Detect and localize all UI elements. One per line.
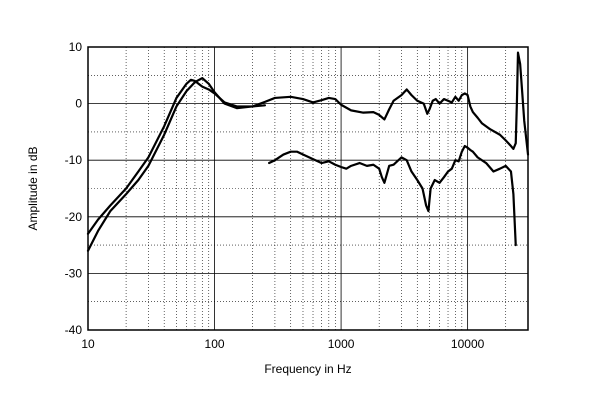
y-tick-label: -30 xyxy=(65,266,83,280)
x-tick-label: 100 xyxy=(205,337,225,351)
series-line-3 xyxy=(268,144,517,247)
series-line-2 xyxy=(86,77,266,252)
y-tick-label: 0 xyxy=(75,97,82,111)
y-tick-label: -10 xyxy=(65,153,83,167)
plot-frame xyxy=(87,46,529,331)
x-tick-label: 10000 xyxy=(451,337,485,351)
y-tick-label: -20 xyxy=(65,210,83,224)
grid xyxy=(87,46,529,331)
series-group xyxy=(86,51,530,252)
x-tick-labels: 10 100 1000 10000 xyxy=(81,337,484,351)
y-tick-labels: 10 0 -10 -20 -30 -40 xyxy=(65,40,83,337)
y-tick-label: -40 xyxy=(65,323,83,337)
x-tick-label: 1000 xyxy=(328,337,355,351)
x-axis-label: Frequency in Hz xyxy=(264,362,351,376)
y-tick-label: 10 xyxy=(69,40,83,54)
series-line-1 xyxy=(86,51,530,235)
x-tick-label: 10 xyxy=(81,337,95,351)
y-axis-label: Amplitude in dB xyxy=(26,146,40,230)
